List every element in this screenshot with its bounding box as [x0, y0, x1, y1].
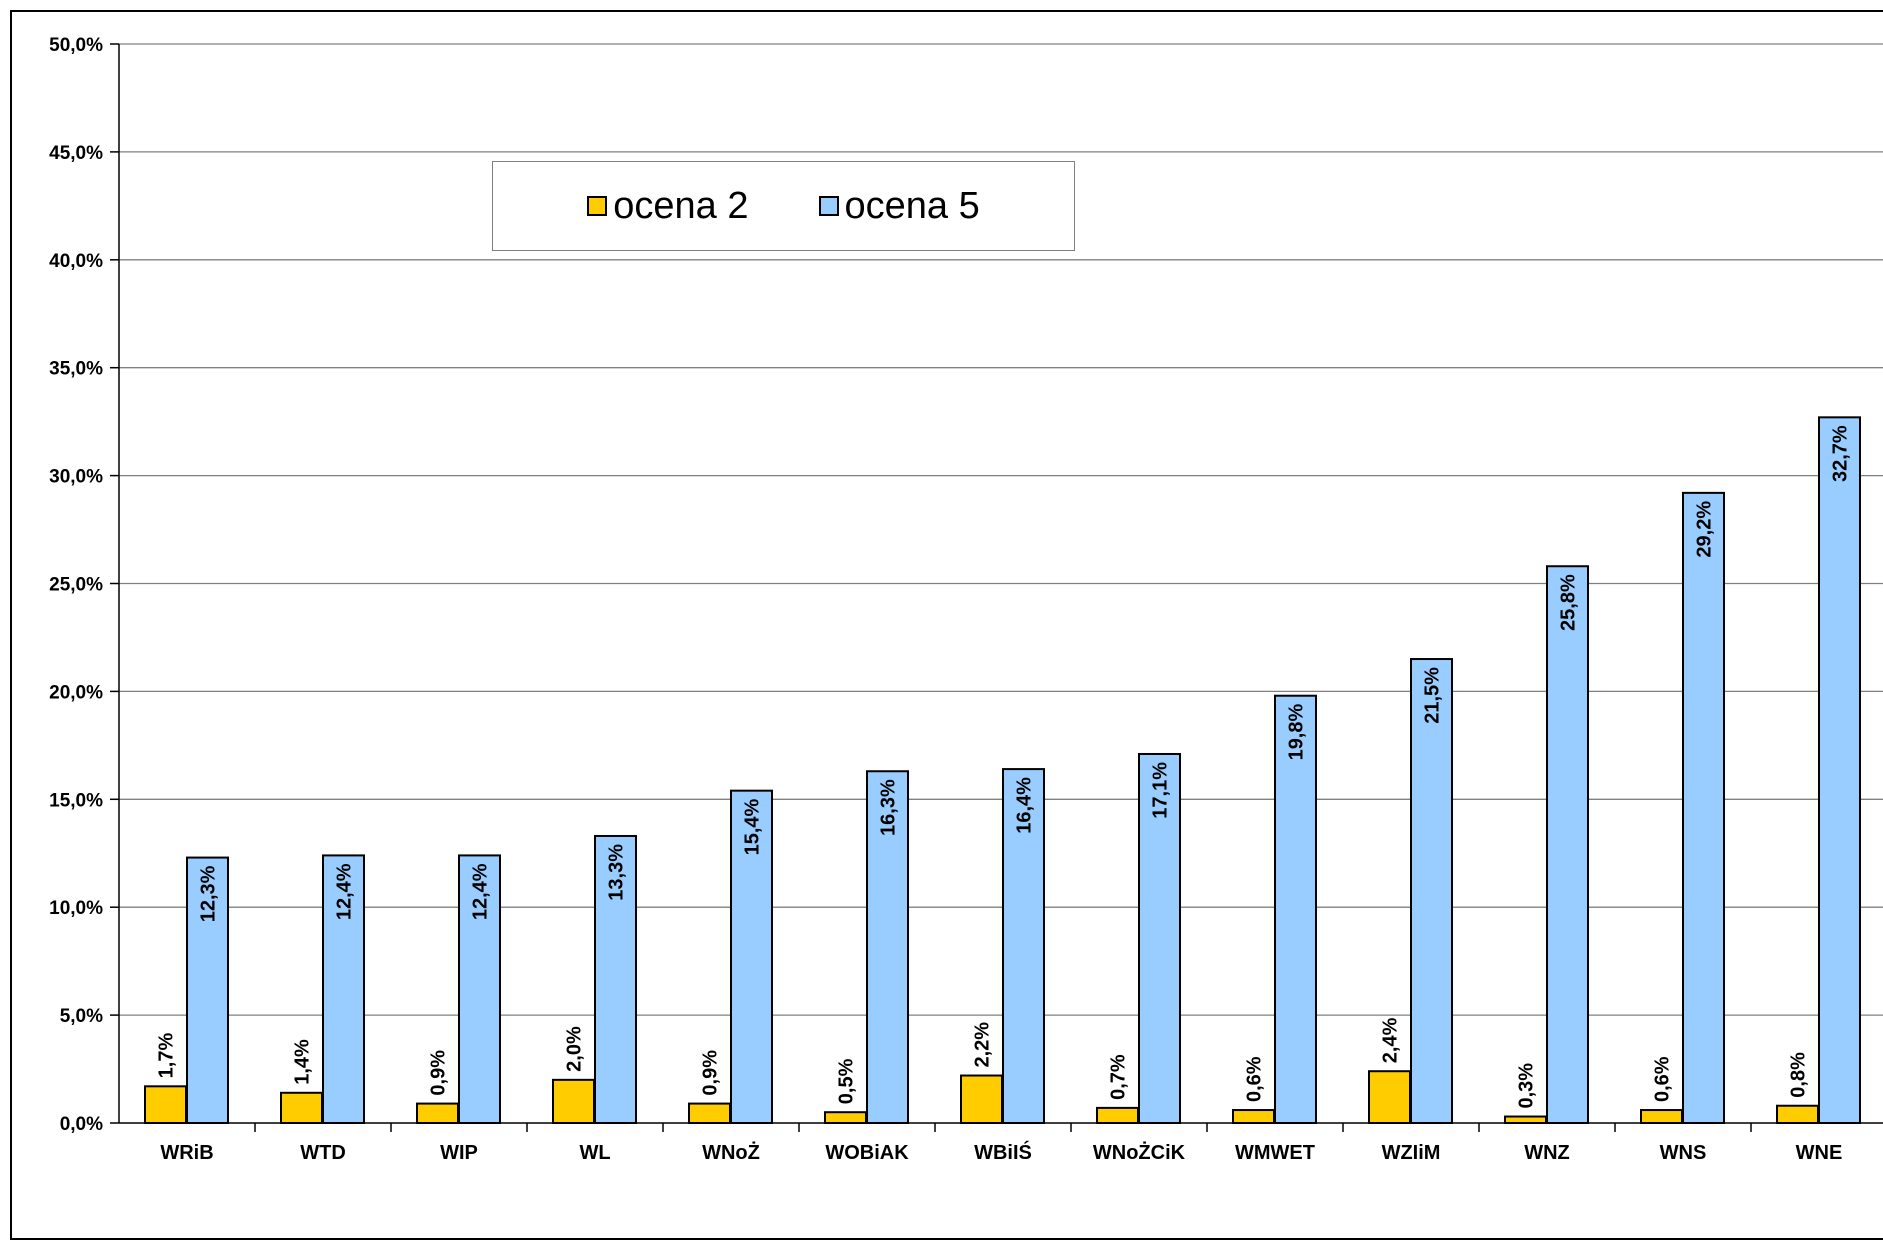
bar-ocena-2 — [144, 1085, 187, 1124]
legend-item-ocena-2: ocena 2 — [587, 184, 749, 228]
bar-ocena-5 — [1546, 565, 1589, 1124]
bar-ocena-2 — [1640, 1109, 1683, 1125]
y-tick-label: 35,0% — [49, 359, 103, 380]
x-tick-label: WMWET — [1235, 1142, 1315, 1164]
x-tick-label: WTD — [300, 1142, 346, 1164]
bar-ocena-2 — [1776, 1104, 1819, 1124]
bar-ocena-2 — [552, 1078, 595, 1124]
legend-swatch-ocena-5 — [818, 196, 839, 216]
data-label-ocena-5: 12,4% — [470, 863, 492, 920]
data-label-ocena-2: 1,4% — [292, 1039, 314, 1085]
y-tick-label: 5,0% — [60, 1006, 103, 1027]
data-label-ocena-5: 16,4% — [1014, 777, 1036, 834]
data-label-ocena-2: 0,7% — [1108, 1054, 1130, 1100]
x-tick-label: WOBiAK — [825, 1142, 909, 1164]
y-tick-label: 45,0% — [49, 143, 103, 164]
legend: ocena 2 ocena 5 — [492, 161, 1075, 251]
bar-ocena-2 — [960, 1074, 1003, 1125]
legend-swatch-ocena-2 — [587, 196, 608, 216]
bar-ocena-2 — [688, 1102, 731, 1125]
y-tick-label: 0,0% — [60, 1114, 103, 1135]
bar-ocena-2 — [1368, 1070, 1411, 1125]
bar-ocena-5 — [322, 854, 365, 1125]
data-label-ocena-2: 2,2% — [972, 1022, 994, 1068]
data-label-ocena-2: 1,7% — [156, 1033, 178, 1079]
bar-ocena-5 — [1410, 658, 1453, 1125]
y-tick-label: 25,0% — [49, 575, 103, 596]
bar-ocena-5 — [1002, 768, 1045, 1124]
x-tick-label: WBiIŚ — [974, 1140, 1032, 1164]
x-tick-label: WNoŻCiK — [1093, 1141, 1186, 1164]
bar-ocena-5 — [1818, 416, 1861, 1125]
bar-ocena-5 — [594, 834, 637, 1125]
x-tick-label: WIP — [440, 1142, 478, 1164]
x-tick-label: WZIiM — [1382, 1142, 1441, 1164]
y-tick-label: 30,0% — [49, 467, 103, 488]
y-tick-label: 20,0% — [49, 682, 103, 703]
legend-item-ocena-5: ocena 5 — [818, 184, 980, 228]
bars — [144, 416, 1861, 1125]
data-label-ocena-2: 0,6% — [1652, 1056, 1674, 1102]
x-tick-label: WNE — [1796, 1142, 1843, 1164]
legend-label-ocena-5: ocena 5 — [844, 184, 980, 227]
bar-ocena-2 — [1504, 1115, 1547, 1125]
data-label-ocena-5: 12,3% — [198, 865, 220, 922]
bar-ocena-5 — [866, 770, 909, 1124]
data-label-ocena-5: 19,8% — [1286, 704, 1308, 761]
bar-ocena-2 — [824, 1111, 867, 1124]
y-tick-label: 40,0% — [49, 251, 103, 272]
data-label-ocena-5: 12,4% — [334, 863, 356, 920]
data-label-ocena-2: 2,0% — [564, 1026, 586, 1072]
y-tick-label: 15,0% — [49, 790, 103, 811]
bar-ocena-5 — [1138, 752, 1181, 1124]
data-label-ocena-5: 32,7% — [1830, 425, 1852, 482]
bar-ocena-5 — [186, 856, 229, 1124]
y-tick-label: 50,0% — [49, 35, 103, 56]
bar-ocena-2 — [1096, 1106, 1139, 1125]
y-tick-label: 10,0% — [49, 898, 103, 919]
x-tick-label: WNS — [1660, 1142, 1707, 1164]
data-label-ocena-2: 0,5% — [836, 1058, 858, 1104]
data-label-ocena-2: 0,9% — [700, 1050, 722, 1096]
data-label-ocena-5: 29,2% — [1694, 501, 1716, 558]
data-label-ocena-5: 17,1% — [1150, 762, 1172, 819]
x-tick-label: WNZ — [1524, 1142, 1570, 1164]
x-tick-label: WRiB — [160, 1142, 213, 1164]
data-label-ocena-5: 15,4% — [742, 798, 764, 855]
data-label-ocena-5: 13,3% — [606, 844, 628, 901]
data-label-ocena-2: 0,8% — [1788, 1052, 1810, 1098]
bar-ocena-5 — [730, 789, 773, 1125]
data-label-ocena-5: 16,3% — [878, 779, 900, 836]
x-tick-label: WL — [579, 1142, 610, 1164]
data-label-ocena-2: 0,3% — [1516, 1063, 1538, 1109]
gridlines — [119, 43, 1883, 1016]
legend-label-ocena-2: ocena 2 — [613, 184, 749, 227]
bar-ocena-5 — [1274, 694, 1317, 1124]
data-label-ocena-2: 0,6% — [1244, 1056, 1266, 1102]
bar-ocena-2 — [280, 1091, 323, 1124]
data-label-ocena-2: 0,9% — [428, 1050, 450, 1096]
bar-ocena-2 — [416, 1102, 459, 1125]
bar-ocena-2 — [1232, 1109, 1275, 1125]
data-label-ocena-5: 25,8% — [1558, 574, 1580, 631]
data-labels: 1,7% 1,4% 0,9% 2,0% 0,9% 0,5% 2,2% 0,7% 0,6% 2,4%… — [156, 425, 1852, 1108]
data-label-ocena-2: 2,4% — [1380, 1017, 1402, 1063]
bar-ocena-5 — [458, 854, 501, 1125]
data-label-ocena-5: 21,5% — [1422, 667, 1444, 724]
x-tick-label: WNoŻ — [702, 1141, 760, 1164]
bar-ocena-5 — [1682, 491, 1725, 1124]
